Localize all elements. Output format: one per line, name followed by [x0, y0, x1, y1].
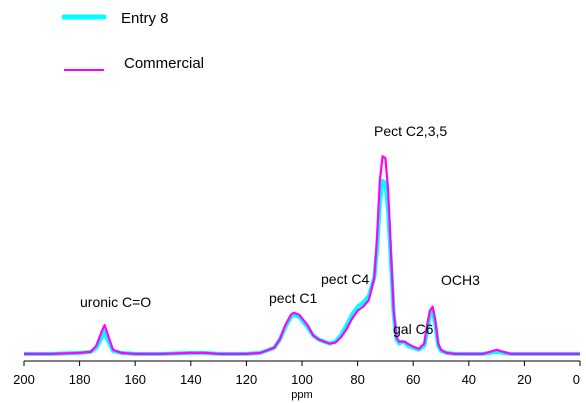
x-tick-label: 100	[291, 372, 313, 387]
x-tick-label: 20	[517, 372, 531, 387]
x-tick-label: 180	[69, 372, 91, 387]
x-tick-label: 80	[350, 372, 364, 387]
series-line-commercial	[24, 155, 580, 355]
x-axis-ticks: 200 180 160 140 120 100 80 60 40 20 0	[13, 361, 581, 387]
legend-label-commercial: Commercial	[124, 55, 204, 72]
annotation-uronic-c-o: uronic C=O	[80, 294, 151, 310]
x-tick-label: 120	[236, 372, 258, 387]
x-tick-label: 160	[124, 372, 146, 387]
x-tick-label: 140	[180, 372, 202, 387]
legend: Entry 8 Commercial	[61, 10, 204, 72]
x-tick-label: 40	[462, 372, 476, 387]
x-tick-label: 60	[406, 372, 420, 387]
legend-label-entry-8: Entry 8	[121, 10, 169, 27]
plot-area	[24, 155, 580, 356]
annotation-och3: OCH3	[441, 272, 480, 288]
x-tick-label: 200	[13, 372, 35, 387]
x-tick-label: 0	[573, 372, 580, 387]
annotation-pect-c1: pect C1	[269, 290, 317, 306]
x-axis-title: ppm	[291, 389, 312, 401]
series-line-entry-8	[24, 178, 580, 356]
annotation-pect-c2-3-5: Pect C2,3,5	[374, 123, 447, 139]
annotation-pect-c4: pect C4	[321, 271, 369, 287]
annotation-gal-c6: gal C6	[393, 321, 434, 337]
